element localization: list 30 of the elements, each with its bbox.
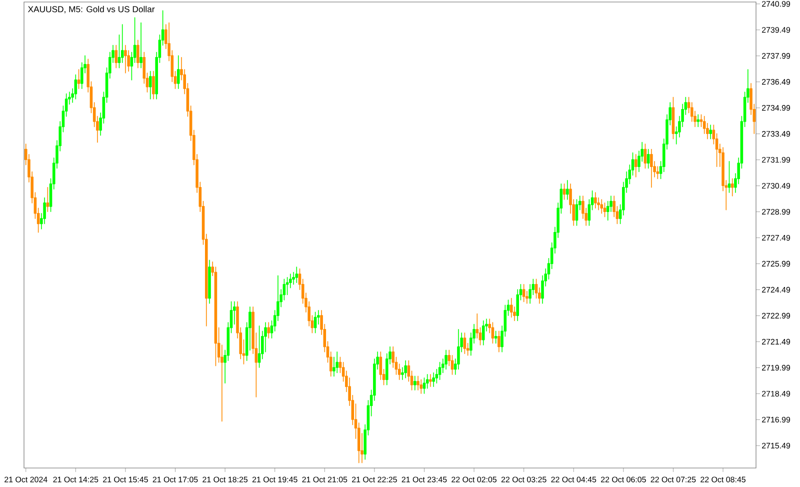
candlestick [295,266,298,284]
candlestick [730,178,734,196]
candlestick [416,376,420,390]
candlestick [634,154,638,178]
candlestick [124,44,127,74]
candlestick [510,298,513,318]
chart-title: XAUUSD, M5: Gold vs US Dollar [28,6,155,14]
candlestick [414,376,416,390]
candlestick [267,322,270,338]
candlestick [432,372,435,387]
candlestick [140,22,142,68]
candlestick [650,148,653,188]
candlestick [709,124,712,140]
candlestick [420,379,423,394]
candlestick [498,330,500,352]
candlestick [336,352,338,374]
candlestick [482,320,485,346]
candlestick [152,70,155,100]
candlestick [148,70,152,100]
candlestick [404,360,407,378]
candlestick [594,192,597,209]
candlestick [208,260,211,304]
candlestick [444,350,448,370]
candlestick [176,55,180,90]
candlestick [696,114,700,128]
candlestick [114,44,118,68]
candlestick [429,374,432,387]
candlestick [566,180,569,200]
candlestick [136,40,140,68]
candlestick [600,199,604,214]
